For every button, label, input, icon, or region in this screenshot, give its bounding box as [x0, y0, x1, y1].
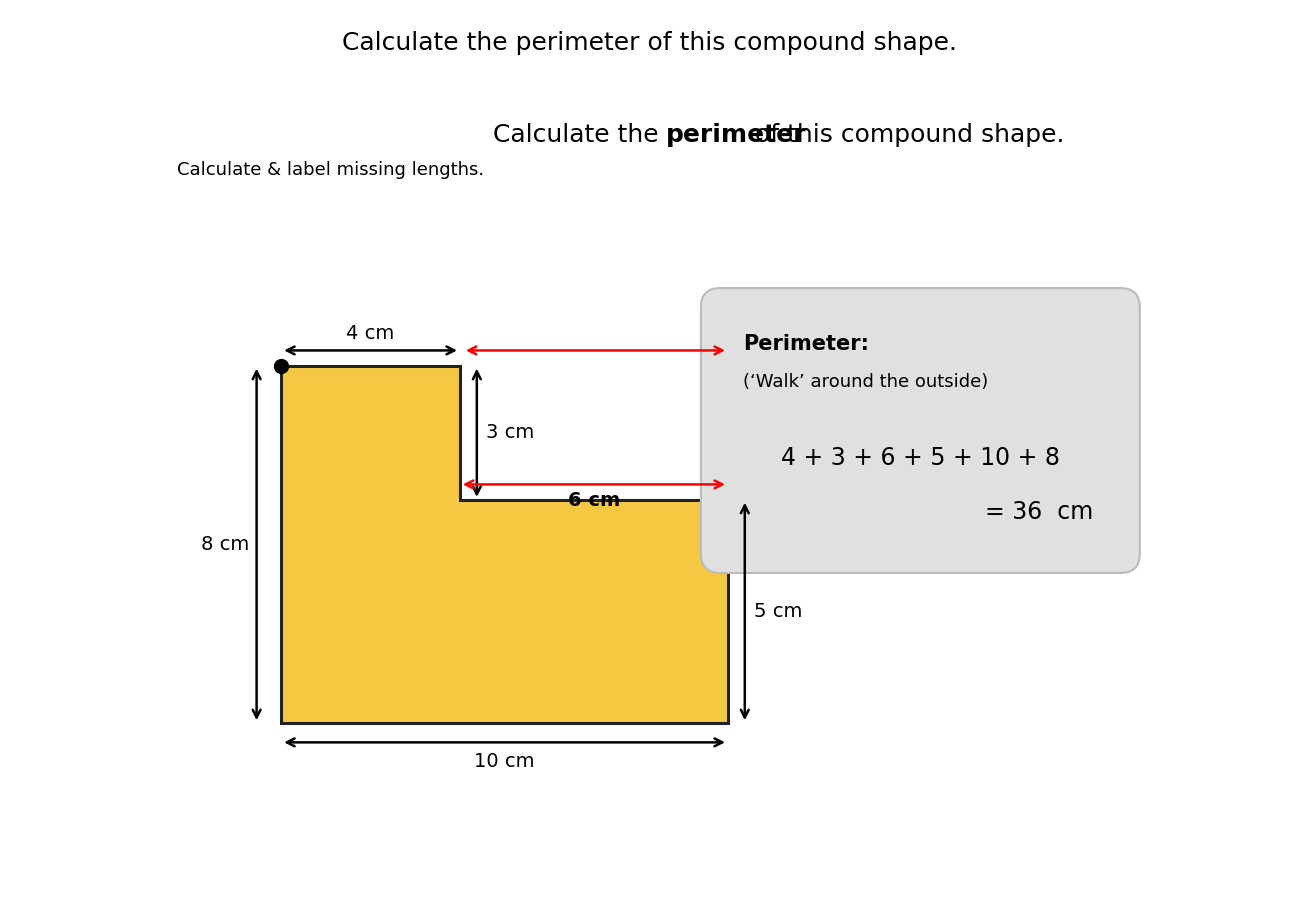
- Text: 8 cm: 8 cm: [200, 535, 248, 554]
- Text: of this compound shape.: of this compound shape.: [747, 122, 1065, 147]
- Text: 3 cm: 3 cm: [486, 423, 534, 442]
- Text: (‘Walk’ around the outside): (‘Walk’ around the outside): [744, 373, 988, 391]
- Text: perimeter: perimeter: [666, 122, 807, 147]
- Text: 6 cm: 6 cm: [568, 491, 620, 510]
- Text: 5 cm: 5 cm: [754, 602, 802, 621]
- Polygon shape: [281, 366, 728, 723]
- Text: Calculate the perimeter of this compound shape.: Calculate the perimeter of this compound…: [342, 31, 958, 55]
- Text: 4 cm: 4 cm: [346, 324, 395, 343]
- Text: 4 + 3 + 6 + 5 + 10 + 8: 4 + 3 + 6 + 5 + 10 + 8: [781, 446, 1060, 470]
- Text: Perimeter:: Perimeter:: [744, 334, 870, 354]
- Text: Calculate the: Calculate the: [493, 122, 666, 147]
- FancyBboxPatch shape: [701, 288, 1140, 573]
- Text: 10 cm: 10 cm: [474, 752, 534, 770]
- Text: Calculate & label missing lengths.: Calculate & label missing lengths.: [177, 161, 485, 179]
- Text: = 36  cm: = 36 cm: [985, 500, 1093, 524]
